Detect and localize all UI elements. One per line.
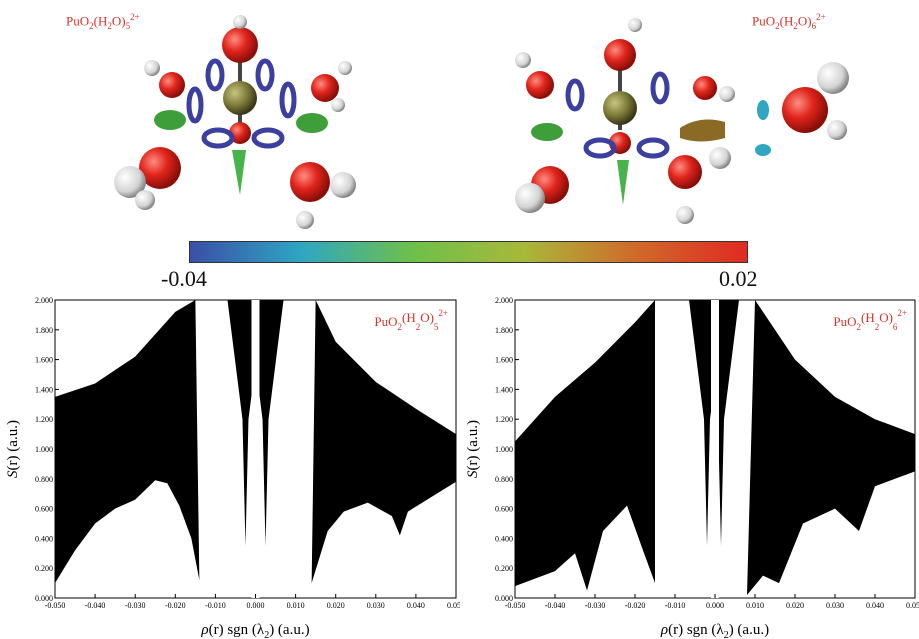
y-tick-label: 1.400 xyxy=(495,385,513,394)
x-tick-label: -0.040 xyxy=(545,601,566,610)
x-tick-label: -0.020 xyxy=(625,601,646,610)
y-tick-label: 1.600 xyxy=(495,356,513,365)
y-tick-label: 0.800 xyxy=(35,475,53,484)
x-tick-label: 0.040 xyxy=(407,601,425,610)
series-label: PuO2(H2O)62+ xyxy=(833,308,907,332)
molecule-label-left: PuO2(H2O)52+ xyxy=(66,12,140,31)
x-tick-label: -0.020 xyxy=(165,601,186,610)
data-region-right-wing xyxy=(311,300,456,584)
colorbar-min-label: -0.04 xyxy=(161,266,207,291)
x-tick-label: 0.050 xyxy=(906,601,919,610)
y-tick-label: 1.200 xyxy=(495,415,513,424)
y-tick-label: 0.600 xyxy=(35,505,53,514)
y-tick-label: 0.400 xyxy=(495,534,513,543)
x-axis-label: ρ(r) sgn (λ2) (a.u.) xyxy=(200,622,309,639)
y-tick-label: 0.400 xyxy=(35,534,53,543)
data-region-right-wing xyxy=(747,300,915,596)
molecule-illustration-right xyxy=(515,18,849,224)
scatter-chart-left: -0.050 -0.040 -0.030 -0.020 -0.010 0.000 0.010… xyxy=(5,296,460,639)
x-tick-label: -0.010 xyxy=(205,601,226,610)
color-scale-bar xyxy=(189,241,748,263)
y-axis-label: S(r) (a.u.) xyxy=(5,420,21,478)
y-tick-label: 2.000 xyxy=(495,296,513,305)
x-tick-label: 0.020 xyxy=(786,601,804,610)
x-tick-label: 0.020 xyxy=(327,601,345,610)
x-tick-label: 0.010 xyxy=(287,601,305,610)
data-region-left-wing xyxy=(515,300,655,591)
x-tick-label: -0.030 xyxy=(125,601,146,610)
y-tick-label: 1.600 xyxy=(35,356,53,365)
y-axis-label: S(r) (a.u.) xyxy=(465,420,481,478)
data-region-left-wing xyxy=(55,300,200,584)
y-tick-label: 1.800 xyxy=(495,326,513,335)
y-tick-label: 1.000 xyxy=(495,445,513,454)
y-tick-label: 0.800 xyxy=(495,475,513,484)
x-axis-label: ρ(r) sgn (λ2) (a.u.) xyxy=(660,622,769,639)
x-tick-label: 0.000 xyxy=(247,601,265,610)
x-tick-label: 0.050 xyxy=(447,601,460,610)
y-tick-label: 0.000 xyxy=(495,594,513,603)
y-tick-label: 1.000 xyxy=(35,445,53,454)
y-tick-label: 1.200 xyxy=(35,415,53,424)
y-tick-label: 2.000 xyxy=(35,296,53,305)
molecule-label-right: PuO2(H2O)62+ xyxy=(752,12,826,31)
x-tick-label: -0.030 xyxy=(585,601,606,610)
scatter-chart-right: -0.050 -0.040 -0.030 -0.020 -0.010 0.000 0.010… xyxy=(465,296,919,639)
y-tick-label: 0.000 xyxy=(35,594,53,603)
x-tick-label: 0.030 xyxy=(367,601,385,610)
x-tick-label: -0.050 xyxy=(45,601,66,610)
x-tick-label: -0.010 xyxy=(665,601,686,610)
colorbar-max-label: 0.02 xyxy=(719,266,758,291)
y-tick-label: 0.200 xyxy=(495,564,513,573)
x-tick-label: 0.000 xyxy=(706,601,724,610)
series-label: PuO2(H2O)52+ xyxy=(374,308,448,332)
y-tick-label: 1.400 xyxy=(35,385,53,394)
x-tick-label: 0.030 xyxy=(826,601,844,610)
molecule-illustration-left xyxy=(114,15,356,229)
x-tick-label: -0.040 xyxy=(85,601,106,610)
y-tick-label: 0.200 xyxy=(35,564,53,573)
central-gap xyxy=(711,300,719,598)
y-tick-label: 0.600 xyxy=(495,505,513,514)
x-tick-label: 0.040 xyxy=(866,601,884,610)
y-tick-label: 1.800 xyxy=(35,326,53,335)
central-gap xyxy=(251,300,260,598)
x-tick-label: -0.050 xyxy=(505,601,526,610)
x-tick-label: 0.010 xyxy=(746,601,764,610)
